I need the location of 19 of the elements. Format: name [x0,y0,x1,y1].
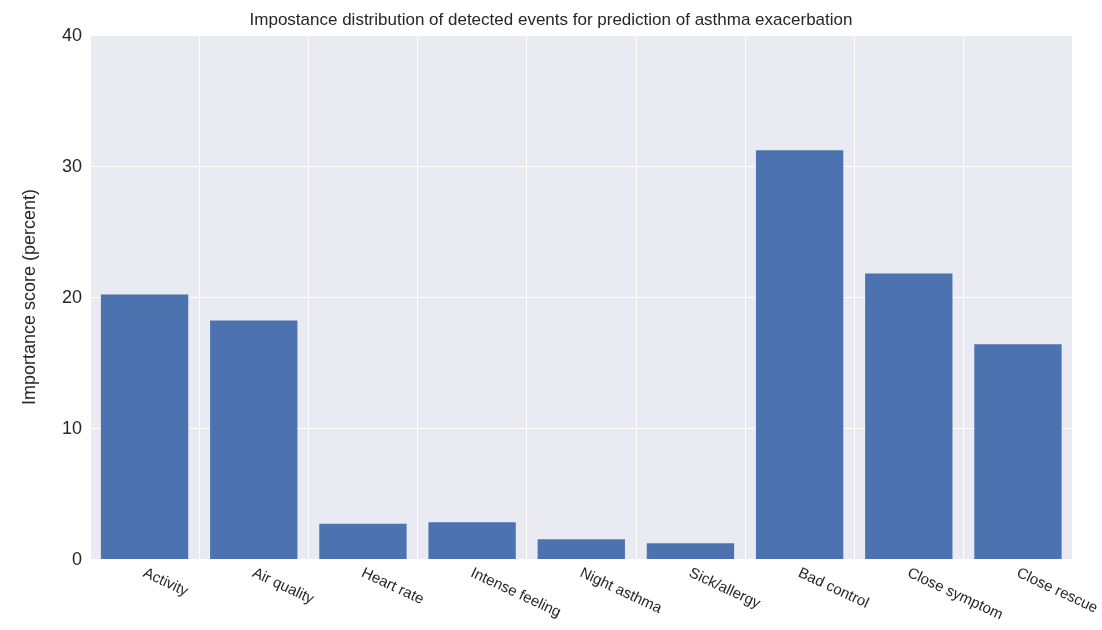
y-tick-label: 0 [71,549,82,569]
bar [537,539,625,559]
y-tick-label: 40 [61,25,82,45]
bar [428,522,516,559]
y-tick-label: 20 [61,287,82,307]
x-tick-label: Close rescue [1014,563,1101,616]
bar [646,543,735,559]
chart-title: Impostance distribution of detected events for prediction of asthma exacerbation [249,10,853,29]
bar [100,294,189,559]
bar [319,523,407,559]
bar [210,320,298,559]
bar [974,344,1062,559]
y-axis-title: Importance score (percent) [19,188,39,406]
y-tick-label: 30 [61,156,82,176]
y-tick-label: 10 [61,418,82,438]
bar [755,150,844,559]
x-tick-label: Heart rate [359,563,427,607]
bar [865,273,953,559]
x-tick-label: Bad control [796,563,872,611]
